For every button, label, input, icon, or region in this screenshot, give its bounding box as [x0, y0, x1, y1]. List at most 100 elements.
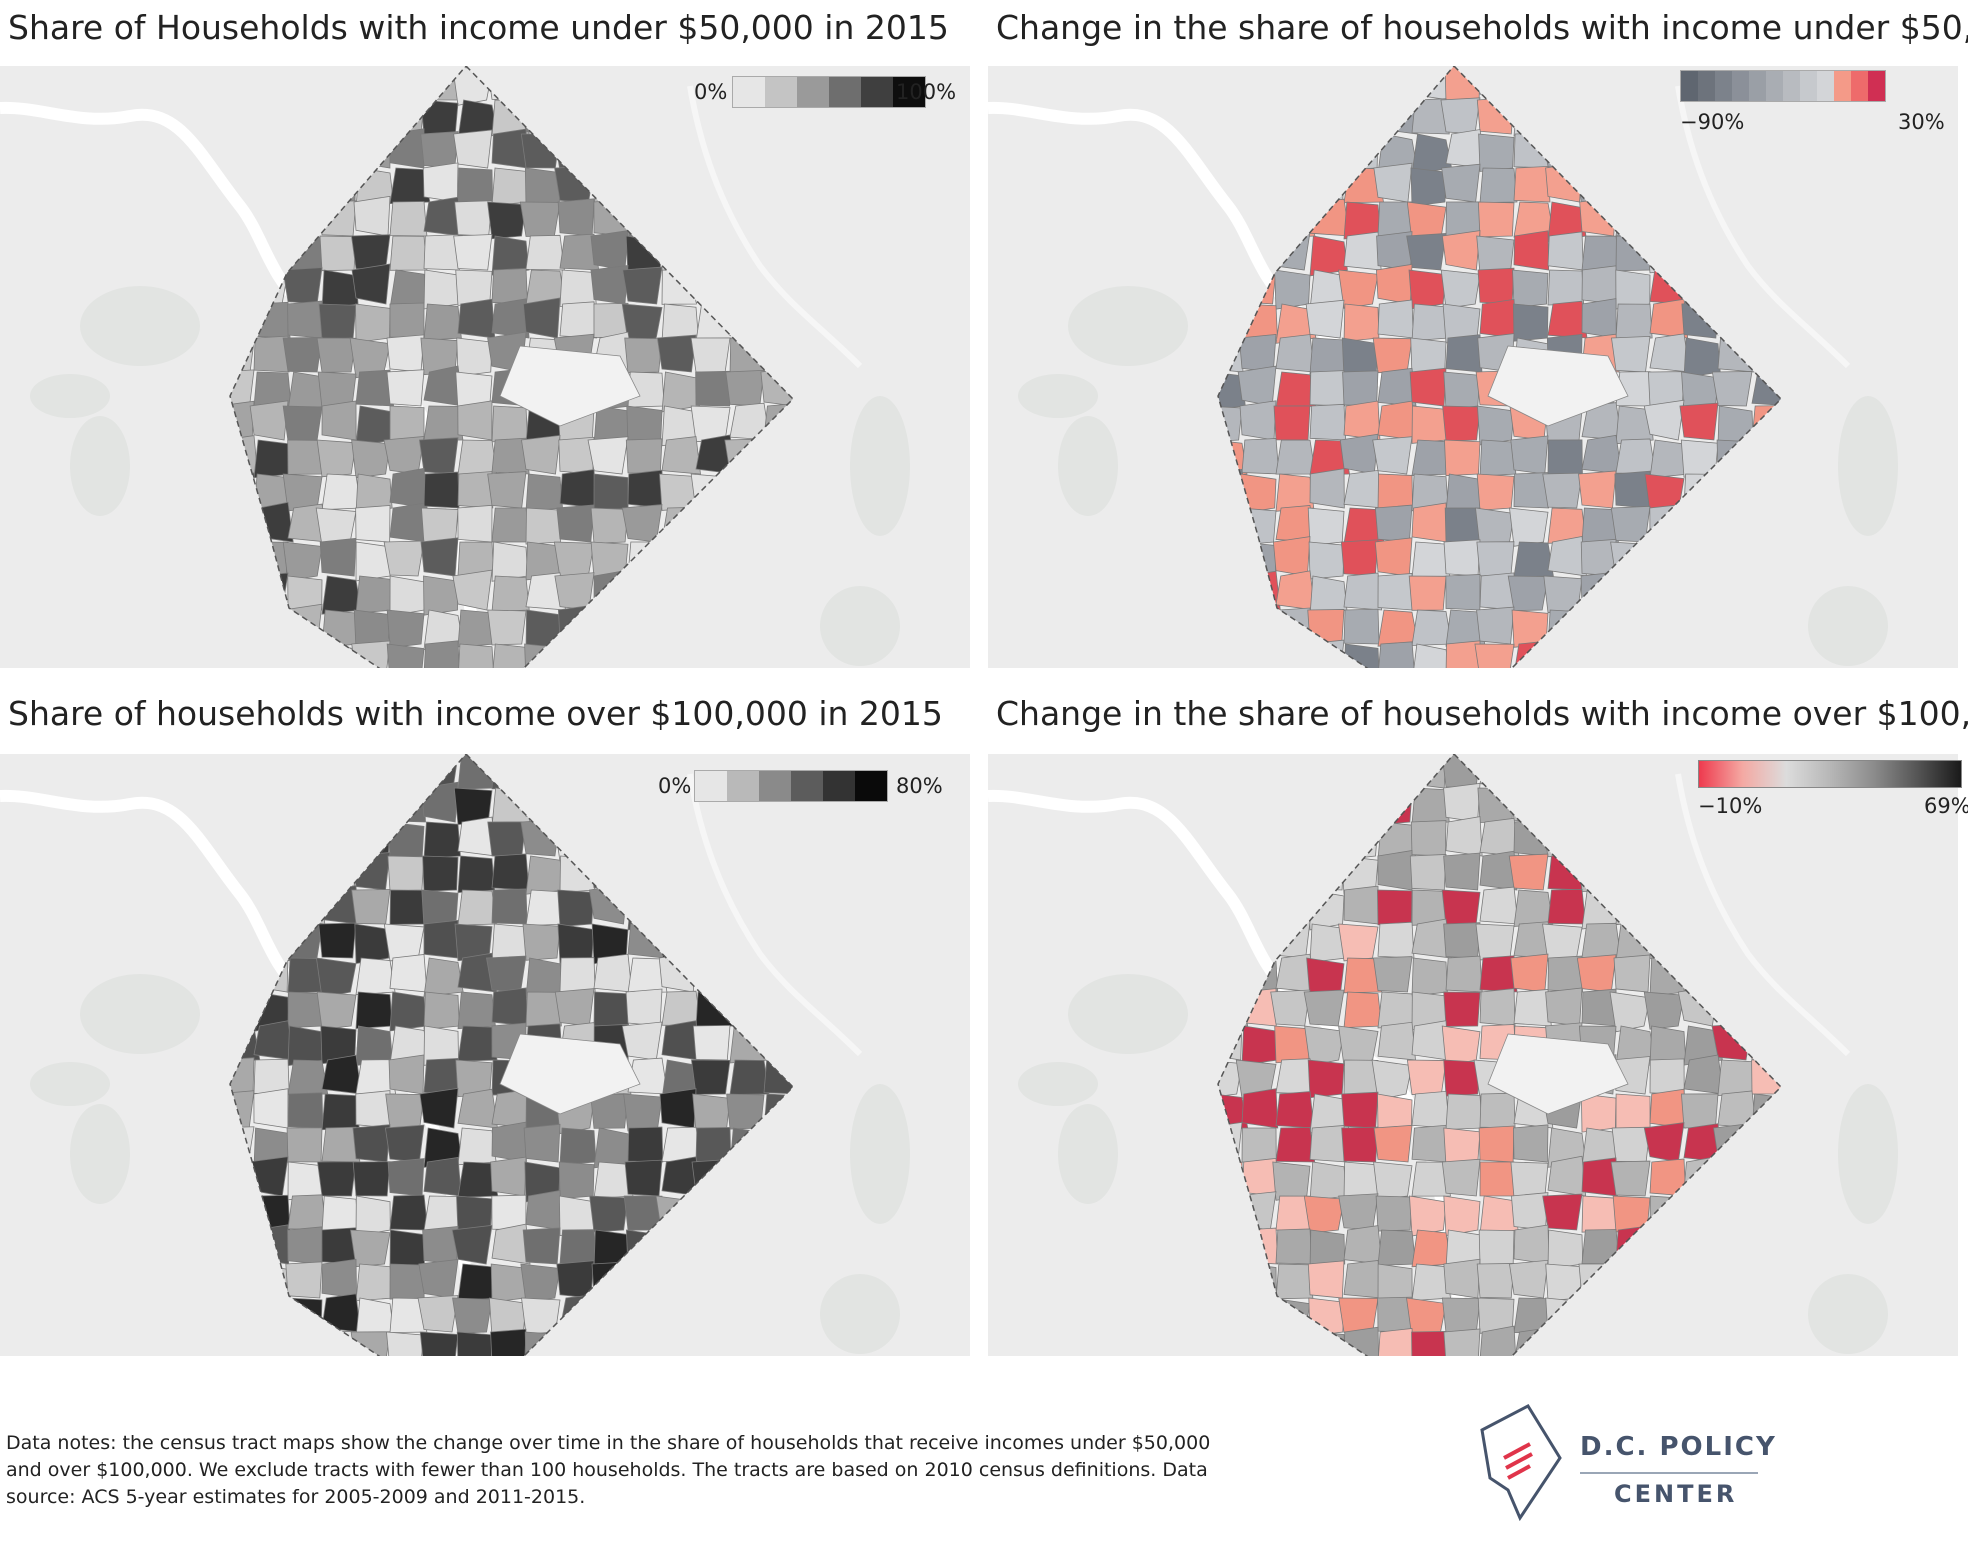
census-tract[interactable]	[1479, 817, 1520, 857]
census-tract[interactable]	[220, 235, 258, 273]
census-tract[interactable]	[1241, 609, 1277, 647]
census-tract[interactable]	[728, 473, 765, 513]
census-tract[interactable]	[287, 97, 328, 135]
map-panel-2[interactable]	[988, 66, 1958, 668]
census-tract[interactable]	[386, 66, 425, 103]
census-tract[interactable]	[522, 297, 561, 339]
census-tract[interactable]	[763, 638, 799, 668]
census-tract[interactable]	[593, 991, 629, 1029]
census-tract[interactable]	[1786, 440, 1824, 479]
census-tract[interactable]	[691, 1059, 731, 1095]
census-tract[interactable]	[521, 1297, 561, 1335]
census-tract[interactable]	[1441, 1158, 1481, 1197]
census-tract[interactable]	[553, 1331, 595, 1356]
census-tract[interactable]	[319, 850, 357, 891]
census-tract[interactable]	[220, 541, 257, 580]
census-tract[interactable]	[286, 1127, 323, 1163]
census-tract[interactable]	[287, 1226, 323, 1265]
census-tract[interactable]	[1615, 855, 1655, 891]
census-tract[interactable]	[1275, 643, 1315, 668]
census-tract[interactable]	[1581, 434, 1623, 475]
census-tract[interactable]	[1208, 468, 1247, 509]
census-tract[interactable]	[355, 957, 396, 995]
census-tract[interactable]	[661, 235, 698, 271]
census-tract[interactable]	[621, 1021, 663, 1061]
census-tract[interactable]	[1543, 575, 1583, 614]
census-tract[interactable]	[1411, 643, 1452, 668]
census-tract[interactable]	[457, 400, 493, 441]
census-tract[interactable]	[1645, 609, 1685, 646]
census-tract[interactable]	[729, 1226, 770, 1265]
census-tract[interactable]	[1513, 132, 1550, 169]
census-tract[interactable]	[1373, 1161, 1413, 1201]
census-tract[interactable]	[219, 1297, 255, 1339]
census-tract[interactable]	[592, 821, 629, 861]
census-tract[interactable]	[1204, 575, 1243, 613]
census-tract[interactable]	[384, 1124, 425, 1163]
census-tract[interactable]	[623, 1093, 663, 1132]
census-tract[interactable]	[1479, 754, 1521, 789]
census-tract[interactable]	[559, 957, 596, 993]
census-tract[interactable]	[1338, 1297, 1379, 1333]
census-tract[interactable]	[1610, 541, 1651, 579]
census-tract[interactable]	[386, 609, 425, 649]
census-tract[interactable]	[523, 1123, 561, 1163]
census-tract[interactable]	[724, 988, 765, 1027]
census-tract[interactable]	[519, 201, 561, 237]
census-tract[interactable]	[220, 1331, 259, 1356]
census-tract[interactable]	[524, 167, 561, 208]
census-tract[interactable]	[220, 303, 255, 339]
census-tract[interactable]	[1513, 1224, 1550, 1265]
census-tract[interactable]	[1615, 1093, 1651, 1131]
census-tract[interactable]	[1443, 852, 1481, 891]
census-tract[interactable]	[247, 572, 289, 611]
census-tract[interactable]	[318, 922, 357, 959]
census-tract[interactable]	[1208, 991, 1249, 1028]
census-tract[interactable]	[794, 1093, 832, 1128]
census-tract[interactable]	[1717, 1059, 1756, 1097]
census-tract[interactable]	[1303, 989, 1345, 1027]
census-tract[interactable]	[321, 98, 357, 135]
census-tract[interactable]	[216, 369, 255, 407]
census-tract[interactable]	[525, 473, 563, 512]
census-tract[interactable]	[1581, 1195, 1618, 1233]
census-tract[interactable]	[1241, 1157, 1279, 1197]
census-tract[interactable]	[1614, 470, 1651, 509]
census-tract[interactable]	[1679, 1229, 1719, 1266]
census-tract[interactable]	[729, 540, 769, 577]
census-tract[interactable]	[1274, 1025, 1311, 1064]
census-tract[interactable]	[220, 66, 255, 102]
census-tract[interactable]	[287, 1092, 324, 1129]
census-tract[interactable]	[1479, 988, 1516, 1027]
dc-policy-center-logo[interactable]: D.C. POLICY CENTER	[1468, 1400, 1775, 1540]
census-tract[interactable]	[1581, 787, 1618, 827]
census-tract[interactable]	[1779, 957, 1820, 999]
census-tract[interactable]	[1751, 1093, 1789, 1133]
census-tract[interactable]	[1751, 507, 1787, 543]
census-tract[interactable]	[355, 991, 393, 1029]
census-tract[interactable]	[248, 643, 289, 668]
census-tract[interactable]	[591, 1261, 629, 1299]
census-tract[interactable]	[383, 540, 425, 577]
census-tract[interactable]	[1476, 606, 1515, 645]
census-tract[interactable]	[389, 786, 426, 823]
census-tract[interactable]	[457, 298, 496, 339]
census-tract[interactable]	[457, 471, 494, 509]
census-tract[interactable]	[1547, 609, 1585, 647]
census-tract[interactable]	[487, 201, 527, 240]
census-tract[interactable]	[491, 507, 530, 543]
census-tract[interactable]	[1611, 1126, 1651, 1163]
census-tract[interactable]	[1303, 787, 1345, 828]
census-tract[interactable]	[1477, 267, 1515, 305]
census-tract[interactable]	[1375, 1195, 1413, 1232]
census-tract[interactable]	[355, 754, 392, 794]
census-tract[interactable]	[1649, 1331, 1685, 1356]
census-tract[interactable]	[1511, 1192, 1549, 1231]
census-tract[interactable]	[1241, 570, 1281, 611]
census-tract[interactable]	[729, 1263, 765, 1300]
census-tract[interactable]	[1309, 815, 1345, 857]
census-tract[interactable]	[253, 129, 293, 169]
census-tract[interactable]	[423, 821, 461, 859]
census-tract[interactable]	[491, 405, 529, 443]
census-tract[interactable]	[389, 1297, 428, 1334]
